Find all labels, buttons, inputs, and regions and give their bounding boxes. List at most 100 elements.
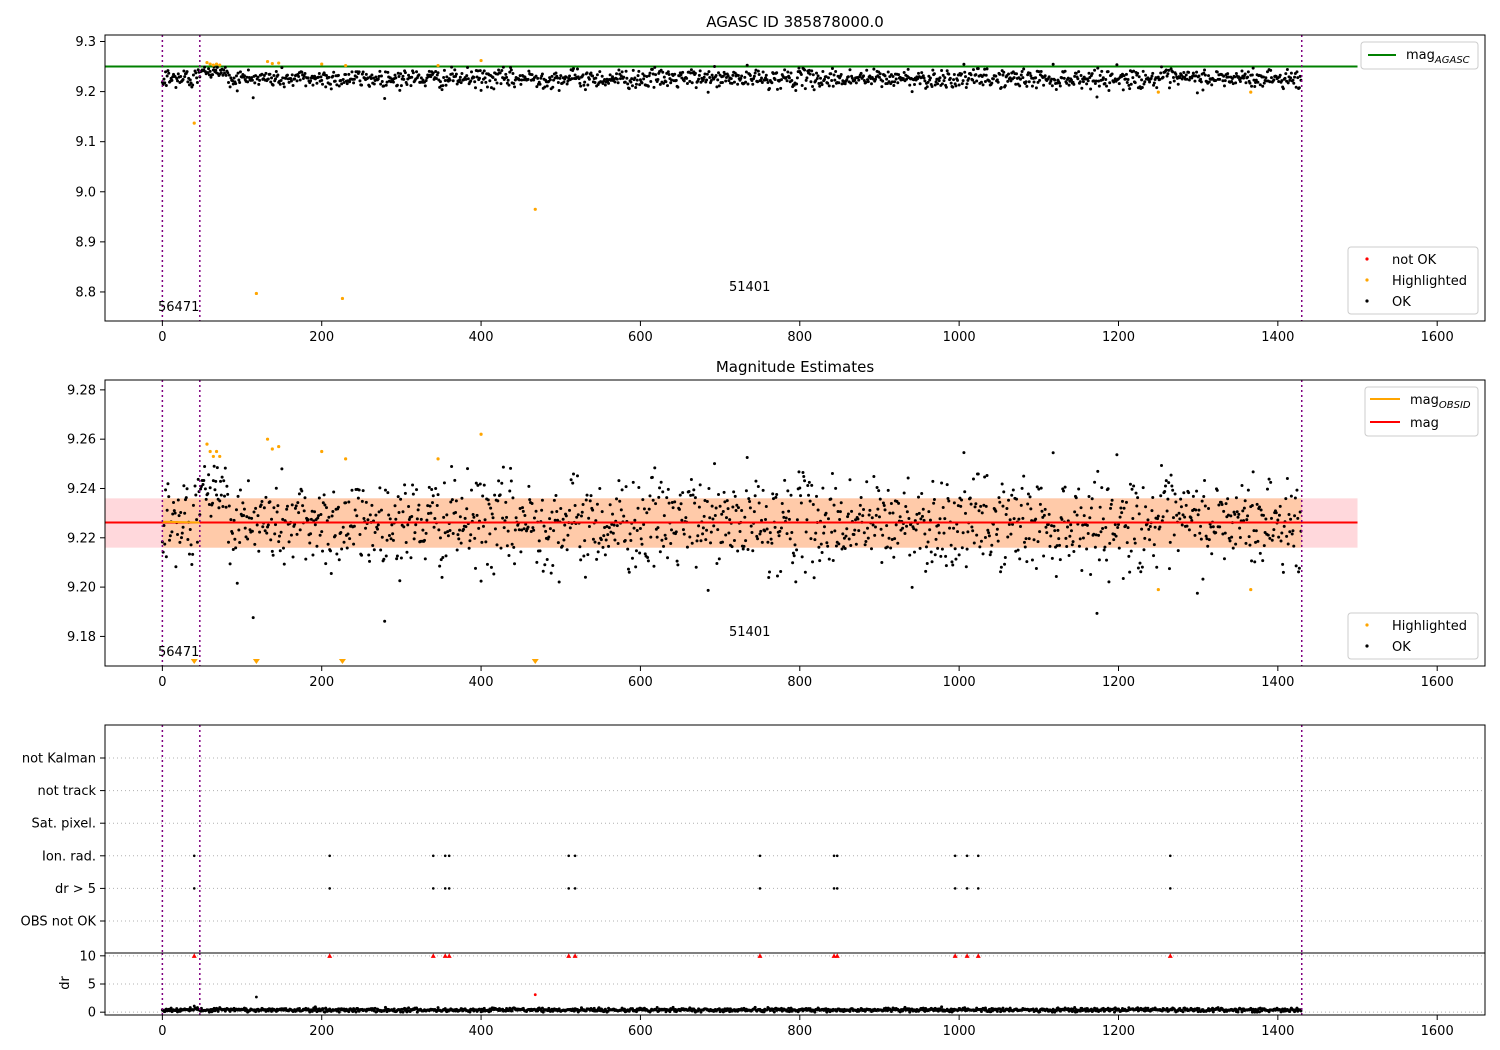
- mag-ok-point: [265, 531, 269, 535]
- agasc-ok-point: [370, 73, 374, 77]
- mag-ok-point: [1159, 494, 1163, 498]
- mag-xtick-label: 800: [787, 675, 812, 690]
- mag-ok-point: [1251, 470, 1255, 474]
- mag-ok-point: [976, 472, 980, 476]
- mag-ok-point: [346, 532, 350, 536]
- agasc-ok-point: [1178, 76, 1182, 80]
- mag-ok-point: [865, 480, 869, 484]
- agasc-ok-point: [1093, 81, 1097, 85]
- mag-ok-point: [196, 477, 200, 481]
- mag-ok-point: [1010, 493, 1014, 497]
- flag-point: [192, 887, 196, 890]
- mag-ok-point: [1232, 510, 1236, 514]
- agasc-ok-point: [443, 79, 447, 83]
- agasc-ok-point: [281, 82, 285, 86]
- agasc-ok-point: [401, 74, 405, 78]
- flag-point: [965, 887, 969, 890]
- flag-point: [443, 887, 447, 890]
- agasc-ok-point: [812, 88, 816, 92]
- mag-ok-point: [791, 561, 795, 565]
- agasc-ok-point: [548, 78, 552, 82]
- agasc-ok-point: [922, 76, 926, 80]
- mag-ok-point: [1038, 530, 1042, 534]
- agasc-ok-point: [595, 73, 599, 77]
- agasc-ok-point: [441, 84, 445, 88]
- mag-offscale-marker: [252, 659, 260, 664]
- mag-ok-point: [474, 481, 478, 485]
- mag-ok-point: [779, 526, 783, 530]
- mag-highlighted-point: [479, 432, 483, 436]
- mag-ok-point: [206, 492, 210, 496]
- mag-ok-point: [1074, 496, 1078, 500]
- agasc-ok-point: [1093, 68, 1097, 72]
- mag-ok-point: [170, 530, 174, 534]
- mag-ok-point: [502, 526, 506, 530]
- mag-ok-point: [788, 537, 792, 541]
- agasc-ok-point: [995, 78, 999, 82]
- agasc-ok-point: [238, 70, 242, 74]
- mag-ok-point: [769, 537, 773, 541]
- agasc-ok-point: [752, 77, 756, 81]
- mag-ok-point: [1193, 533, 1197, 537]
- mag-ok-point: [339, 530, 343, 534]
- agasc-ok-point: [352, 81, 356, 85]
- flag-point: [573, 854, 577, 858]
- mag-ok-point: [310, 509, 314, 513]
- mag-ok-point: [795, 548, 799, 552]
- agasc-ok-point: [1187, 70, 1191, 74]
- mag-ok-point: [688, 535, 692, 539]
- dr-point: [987, 1007, 991, 1011]
- mag-ok-point: [1120, 511, 1124, 515]
- agasc-ok-point: [891, 75, 895, 79]
- mag-ok-point: [1089, 506, 1093, 510]
- mag-ok-point: [202, 479, 206, 483]
- mag-offscale-marker: [531, 659, 539, 664]
- agasc-ok-point: [760, 81, 764, 85]
- mag-ok-point: [1294, 564, 1298, 568]
- mag-ok-point: [807, 480, 811, 484]
- mag-ok-point: [689, 493, 693, 497]
- mag-ok-point: [1121, 576, 1125, 580]
- agasc-ok-point: [577, 77, 581, 81]
- agasc-ok-point: [209, 75, 213, 79]
- agasc-ok-point: [298, 78, 302, 82]
- agasc-ok-point: [1250, 84, 1254, 88]
- agasc-ok-point: [1286, 81, 1290, 85]
- mag-ok-point: [951, 563, 955, 567]
- mag-ok-point: [568, 526, 572, 530]
- mag-ok-point: [274, 486, 278, 490]
- mag-ok-point: [1081, 536, 1085, 540]
- agasc-ok-point: [826, 81, 830, 85]
- mag-ok-point: [1222, 509, 1226, 513]
- agasc-ok-point: [534, 74, 538, 78]
- mag-ok-point: [270, 549, 274, 553]
- dr-ytick-label: 0: [88, 1006, 96, 1021]
- agasc-ok-point: [458, 75, 462, 79]
- agasc-ok-point: [479, 88, 483, 92]
- agasc-ok-point: [281, 76, 285, 80]
- mag-ok-point: [634, 565, 638, 569]
- mag-ok-point: [255, 523, 259, 527]
- mag-ok-point: [1072, 550, 1076, 554]
- mag-ok-point: [186, 538, 190, 542]
- agasc-ok-point: [473, 86, 477, 90]
- mag-ok-point: [698, 483, 702, 487]
- mag-ok-point: [544, 529, 548, 533]
- mag-ok-point: [658, 550, 662, 554]
- mag-ok-point: [333, 534, 337, 538]
- mag-ok-point: [787, 517, 791, 521]
- mag-ok-point: [181, 525, 185, 529]
- mag-ok-point: [905, 524, 909, 528]
- mag-ok-point: [291, 555, 295, 559]
- mag-ok-point: [281, 517, 285, 521]
- dr-point: [572, 1009, 576, 1013]
- mag-ok-point: [1134, 491, 1138, 495]
- mag-ok-point: [634, 549, 638, 553]
- agasc-ok-point: [270, 76, 274, 80]
- mag-ok-point: [763, 529, 767, 533]
- mag-ok-point: [505, 515, 509, 519]
- agasc-ok-point: [272, 73, 276, 77]
- agasc-ok-point: [811, 73, 815, 77]
- mag-ok-point: [1020, 486, 1024, 490]
- mag-ok-point: [844, 534, 848, 538]
